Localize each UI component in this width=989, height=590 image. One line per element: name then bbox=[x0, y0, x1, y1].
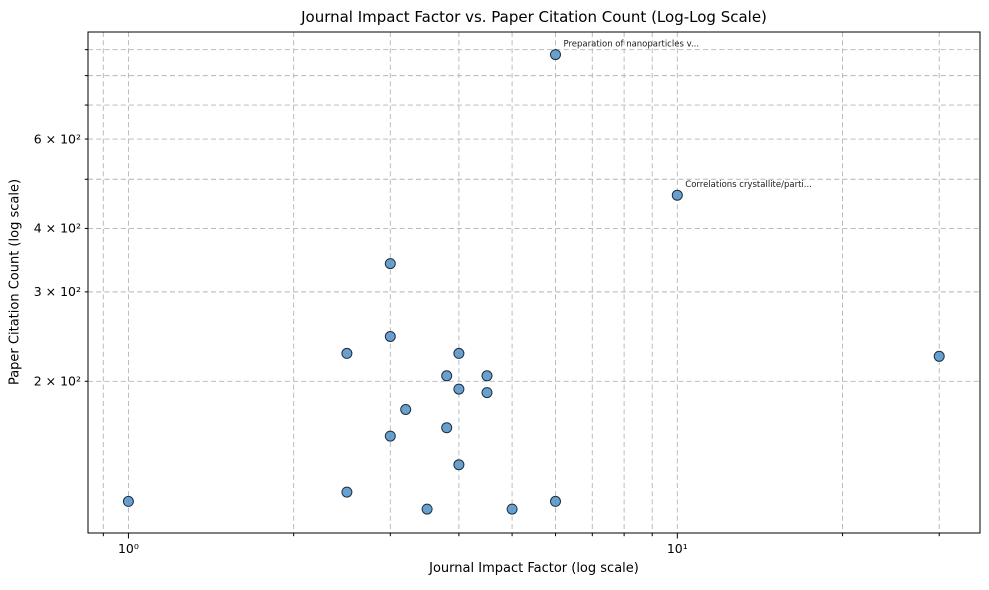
y-tick-label: 6 × 10² bbox=[34, 131, 81, 146]
point-annotation: Correlations crystallite/parti... bbox=[685, 180, 812, 190]
data-point bbox=[441, 422, 453, 434]
data-point bbox=[453, 459, 465, 471]
data-point bbox=[341, 486, 353, 498]
data-point bbox=[384, 331, 396, 342]
data-point bbox=[671, 189, 683, 201]
plot-border bbox=[87, 31, 981, 534]
point-annotation: Preparation of nanoparticles v... bbox=[564, 40, 700, 50]
data-point bbox=[453, 347, 465, 359]
data-point bbox=[400, 404, 412, 415]
data-point bbox=[341, 347, 353, 359]
x-axis-label: Journal Impact Factor (log scale) bbox=[429, 561, 639, 576]
data-point bbox=[384, 430, 396, 442]
data-point bbox=[384, 258, 396, 270]
x-tick-label: 10¹ bbox=[667, 541, 688, 556]
data-point bbox=[550, 49, 561, 61]
y-tick-label: 3 × 10² bbox=[34, 284, 81, 299]
data-point bbox=[481, 370, 493, 382]
data-point bbox=[933, 350, 945, 362]
x-tick-label: 10⁰ bbox=[118, 541, 139, 556]
data-point bbox=[506, 503, 518, 515]
data-point bbox=[453, 383, 465, 395]
data-point bbox=[550, 495, 561, 507]
data-point bbox=[122, 495, 134, 507]
data-point bbox=[441, 370, 453, 382]
chart-title: Journal Impact Factor vs. Paper Citation… bbox=[301, 8, 767, 26]
data-point bbox=[421, 503, 433, 515]
y-tick-label: 2 × 10² bbox=[34, 374, 81, 389]
y-tick-label: 4 × 10² bbox=[34, 221, 81, 236]
data-point bbox=[481, 387, 493, 399]
